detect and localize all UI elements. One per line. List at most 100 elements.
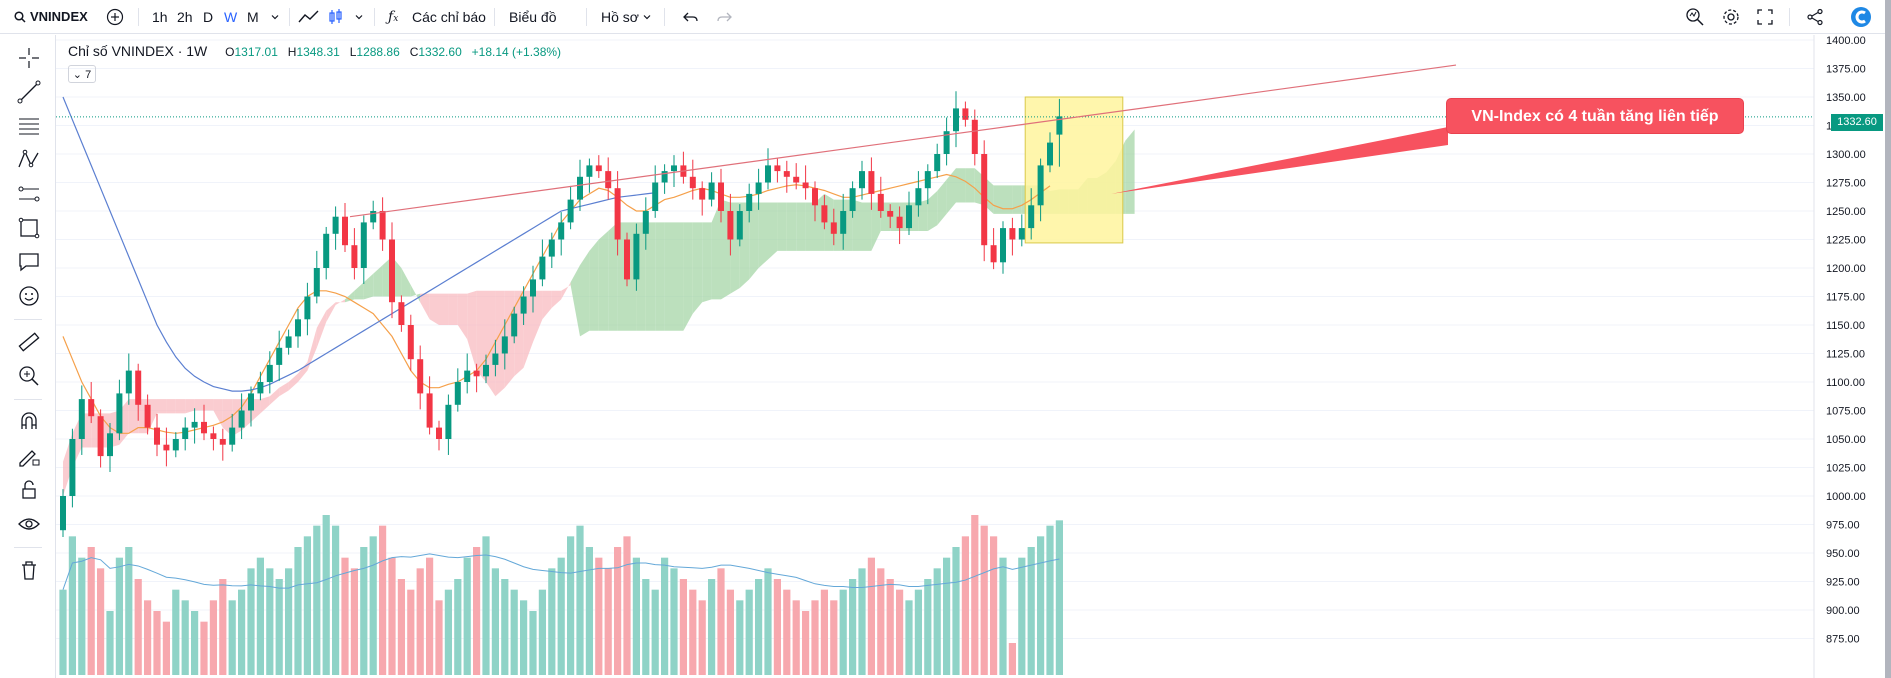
undo-icon[interactable] xyxy=(683,0,699,34)
projection-tool-icon[interactable] xyxy=(16,181,42,207)
chevron-down-icon[interactable] xyxy=(270,0,280,34)
candle-body xyxy=(689,176,696,189)
candle-body xyxy=(78,399,85,439)
volume-bar xyxy=(783,589,791,675)
chevron-down-icon[interactable] xyxy=(354,0,364,34)
change-value: +18.14 (+1.38%) xyxy=(471,45,562,59)
candle-body xyxy=(633,233,640,280)
zoom-in-icon[interactable] xyxy=(16,363,42,389)
annotation-callout[interactable]: VN-Index có 4 tuần tăng liên tiếp xyxy=(1446,98,1744,134)
low-value: 1288.86 xyxy=(356,45,400,59)
volume-bar xyxy=(332,525,340,675)
chart-layout-button[interactable]: Biểu đồ xyxy=(509,9,557,25)
volume-bar xyxy=(924,579,932,675)
volume-bar xyxy=(379,525,387,675)
interval-w[interactable]: W xyxy=(224,9,238,25)
candle-chart-type-icon[interactable] xyxy=(328,0,344,34)
comment-tool-icon[interactable] xyxy=(16,249,42,275)
volume-bar xyxy=(68,536,76,675)
volume-bar xyxy=(905,600,913,675)
toolbar-divider xyxy=(14,319,42,320)
volume-bar xyxy=(811,600,819,675)
cloud-segment xyxy=(420,293,430,320)
scrollbar[interactable] xyxy=(1885,0,1891,678)
high-key: H xyxy=(287,45,297,59)
candle-body xyxy=(210,433,217,439)
legend-title[interactable]: Chỉ số VNINDEX · 1W xyxy=(68,43,208,59)
trendline-tool-icon[interactable] xyxy=(16,79,42,105)
volume-bar xyxy=(896,589,904,675)
volume-bar xyxy=(181,600,189,675)
ruler-icon[interactable] xyxy=(16,329,42,355)
volume-bar xyxy=(689,589,697,675)
volume-bar xyxy=(999,557,1007,675)
ma-short-line xyxy=(62,173,1051,434)
volume-bar xyxy=(1037,536,1045,675)
chevron-down-icon: ⌄ xyxy=(72,69,83,81)
candle-body xyxy=(1056,116,1063,135)
volume-bar xyxy=(679,579,687,675)
cloud-segment xyxy=(664,222,674,331)
cloud-segment xyxy=(551,290,562,308)
volume-bar xyxy=(1018,557,1026,675)
ma-long-line xyxy=(62,96,656,392)
candle-body xyxy=(342,216,348,246)
price-tick-label: 875.00 xyxy=(1826,634,1860,646)
interval-1h[interactable]: 1h xyxy=(152,9,168,25)
indicators-button[interactable]: Các chỉ báo xyxy=(412,9,486,25)
volume-bar xyxy=(426,557,434,675)
add-symbol-icon[interactable] xyxy=(106,0,124,34)
rectangle-tool-icon[interactable] xyxy=(16,215,42,241)
lock-icon[interactable] xyxy=(16,477,42,503)
gear-icon[interactable] xyxy=(1721,0,1741,34)
price-tick-label: 900.00 xyxy=(1826,605,1860,617)
redo-icon[interactable] xyxy=(716,0,732,34)
trash-icon[interactable] xyxy=(16,557,42,583)
volume-bar xyxy=(745,589,753,675)
magnet-icon[interactable] xyxy=(16,409,42,435)
toolbar-divider xyxy=(494,8,495,26)
symbol-search-button[interactable]: VNINDEX xyxy=(30,9,88,24)
volume-bar xyxy=(435,600,443,675)
volume-bar xyxy=(454,579,462,675)
volume-bar xyxy=(886,579,894,675)
cloud-segment xyxy=(194,399,204,411)
cloud-segment xyxy=(674,222,684,331)
zoom-search-icon[interactable] xyxy=(1685,0,1705,34)
candle-body xyxy=(135,370,142,405)
volume-bar xyxy=(802,611,810,675)
cloud-segment xyxy=(316,310,327,348)
fib-tool-icon[interactable] xyxy=(16,113,42,139)
emoji-tool-icon[interactable] xyxy=(16,283,42,309)
search-icon[interactable] xyxy=(14,0,26,34)
candle-body xyxy=(981,154,988,246)
volume-bar xyxy=(867,557,875,675)
cloud-segment xyxy=(570,265,580,337)
brand-logo-icon xyxy=(1850,0,1872,34)
cloud-segment xyxy=(204,399,214,411)
candle-body xyxy=(642,211,649,234)
eye-icon[interactable] xyxy=(16,511,42,537)
price-tick-label: 1225.00 xyxy=(1826,235,1866,247)
volume-bar xyxy=(830,600,838,675)
profile-button[interactable]: Hồ sơ xyxy=(601,9,639,25)
chevron-down-icon[interactable] xyxy=(642,0,652,34)
volume-bar xyxy=(773,579,781,675)
share-icon[interactable] xyxy=(1806,0,1824,34)
interval-m[interactable]: M xyxy=(247,9,259,25)
pattern-tool-icon[interactable] xyxy=(16,147,42,173)
line-chart-type-icon[interactable] xyxy=(298,0,320,34)
volume-bar xyxy=(153,611,161,675)
candle-body xyxy=(727,211,734,240)
interval-d[interactable]: D xyxy=(203,9,214,25)
price-chart[interactable]: 1400.001375.001350.001325.001300.001275.… xyxy=(56,35,1885,678)
fx-indicators-icon[interactable]: ƒx xyxy=(388,9,399,25)
pencil-lock-icon[interactable] xyxy=(16,443,42,469)
fullscreen-icon[interactable] xyxy=(1757,0,1773,34)
interval-2h[interactable]: 2h xyxy=(177,9,193,25)
crosshair-icon[interactable] xyxy=(16,45,42,71)
volume-bar xyxy=(134,579,142,675)
candle-body xyxy=(859,171,865,189)
candle-body xyxy=(990,245,997,263)
indicator-collapse-button[interactable]: ⌄ 7 xyxy=(68,65,96,83)
